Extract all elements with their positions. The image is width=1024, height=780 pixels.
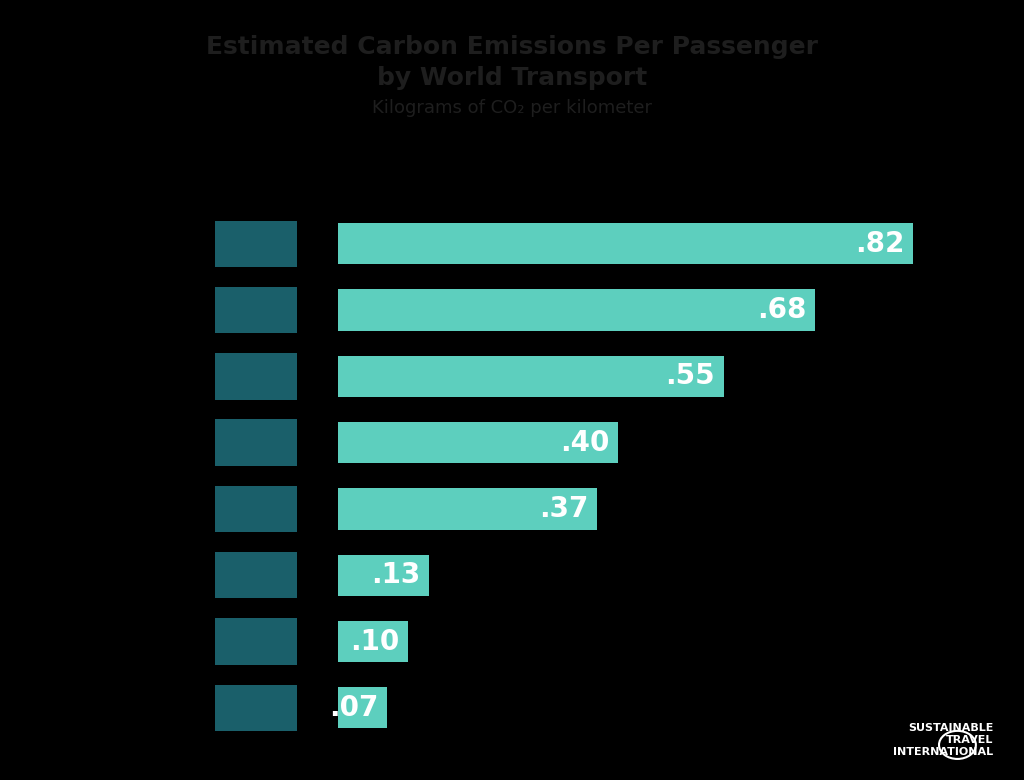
FancyBboxPatch shape (215, 420, 297, 466)
Bar (338, 422, 618, 463)
Text: .40: .40 (560, 429, 610, 456)
Bar (338, 356, 724, 397)
Text: Estimated Carbon Emissions Per Passenger: Estimated Carbon Emissions Per Passenger (206, 35, 818, 59)
Bar (338, 687, 387, 729)
Text: .68: .68 (757, 296, 806, 324)
Text: .55: .55 (666, 363, 715, 390)
FancyBboxPatch shape (215, 619, 297, 665)
FancyBboxPatch shape (215, 287, 297, 333)
FancyBboxPatch shape (215, 552, 297, 598)
Text: .37: .37 (540, 495, 589, 523)
Text: SUSTAINABLE
TRAVEL
INTERNATIONAL: SUSTAINABLE TRAVEL INTERNATIONAL (893, 723, 993, 757)
Bar (338, 488, 597, 530)
FancyBboxPatch shape (215, 685, 297, 731)
Text: .07: .07 (329, 694, 379, 722)
FancyBboxPatch shape (215, 486, 297, 532)
Text: .10: .10 (350, 628, 399, 655)
Text: .13: .13 (372, 562, 421, 589)
Text: by World Transport: by World Transport (377, 66, 647, 90)
Bar (338, 289, 815, 331)
FancyBboxPatch shape (215, 353, 297, 399)
Bar (338, 621, 408, 662)
Text: Kilograms of CO₂ per kilometer: Kilograms of CO₂ per kilometer (372, 99, 652, 117)
Bar (338, 555, 429, 596)
Text: .82: .82 (855, 230, 904, 257)
Bar (338, 223, 913, 264)
FancyBboxPatch shape (215, 221, 297, 267)
